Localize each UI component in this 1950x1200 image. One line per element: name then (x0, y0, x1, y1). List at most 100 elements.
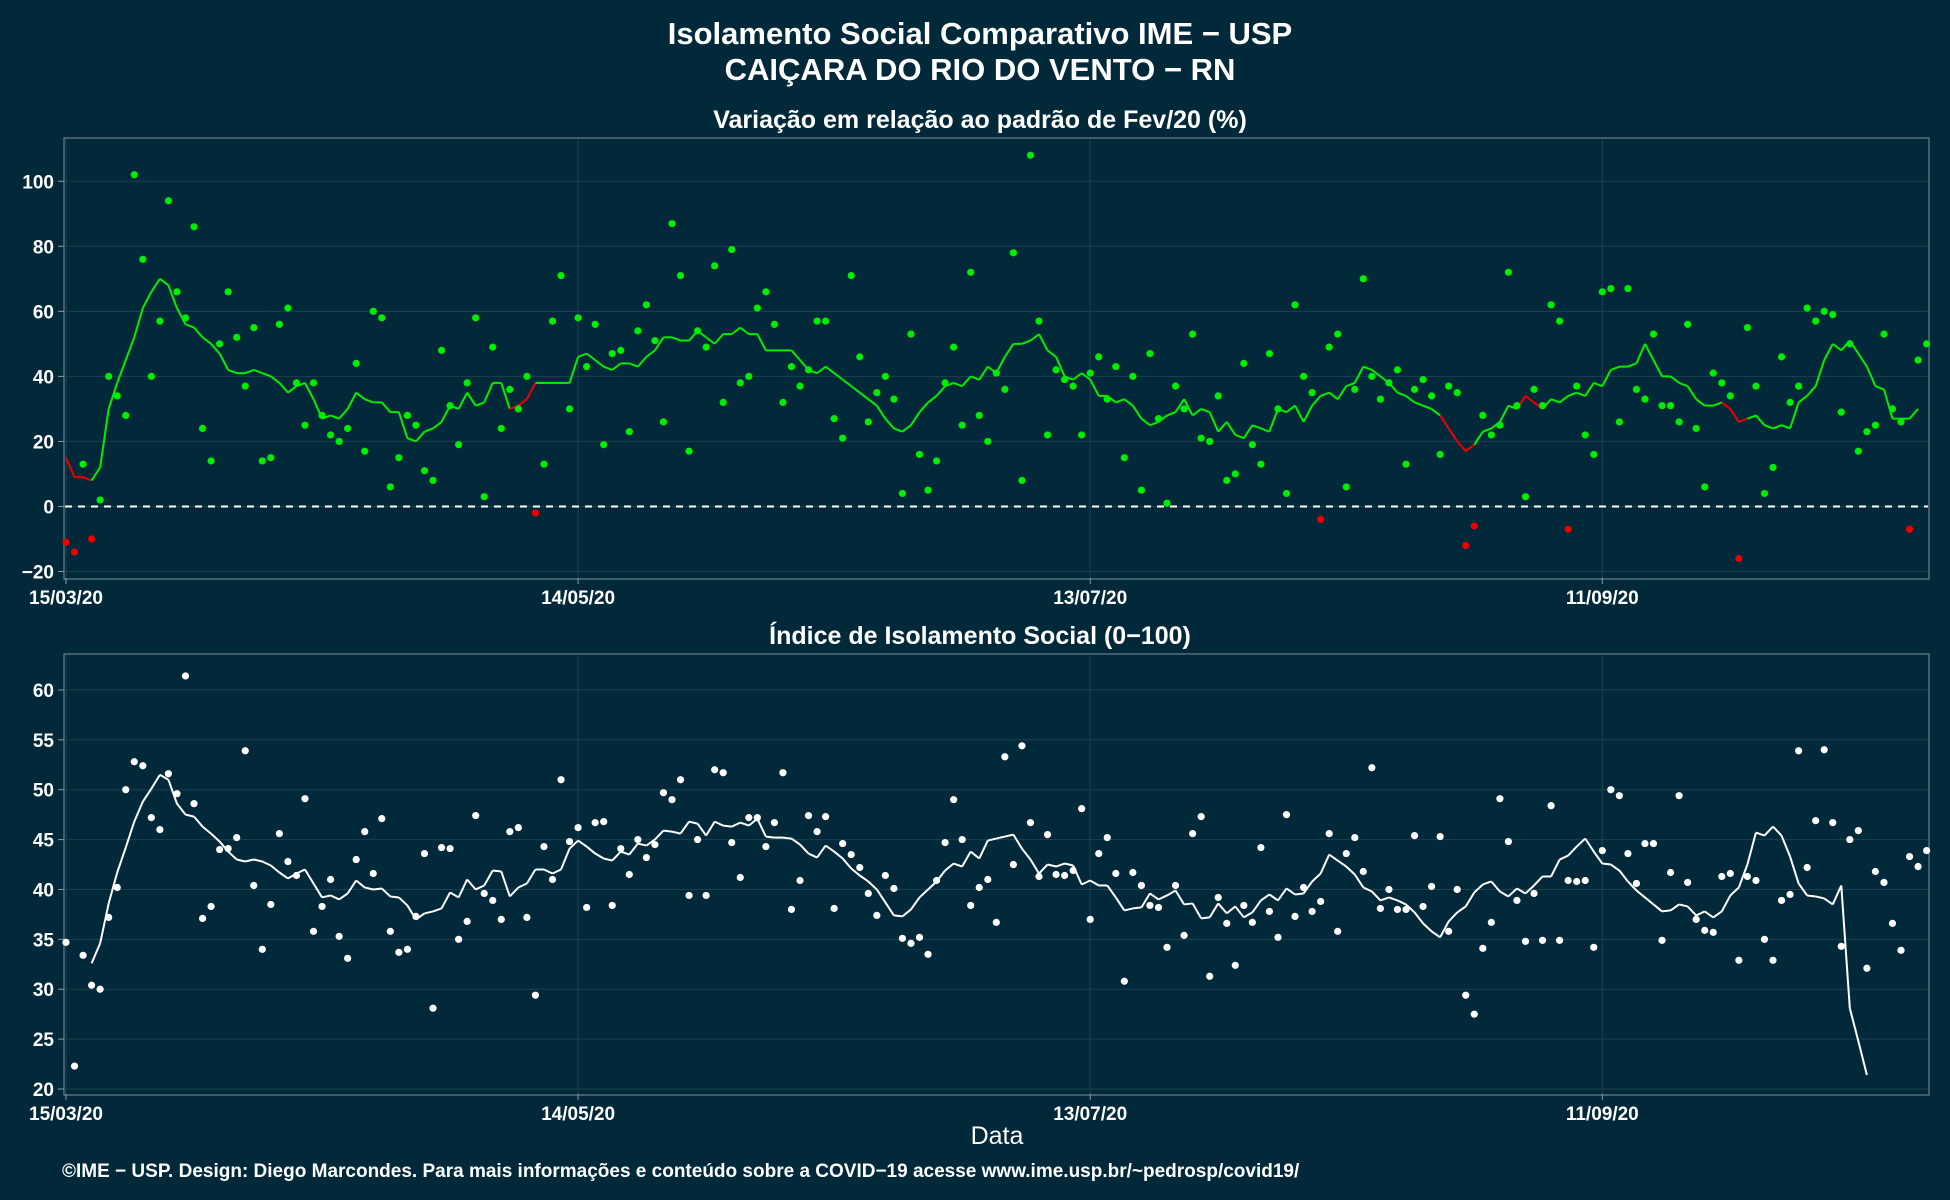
data-point (1786, 890, 1794, 899)
data-point (822, 317, 830, 325)
data-point (284, 857, 292, 866)
data-point (1154, 903, 1163, 912)
moving-average-segment (1670, 903, 1680, 912)
moving-average-segment (1166, 889, 1177, 897)
x-axis-title: Data (971, 1122, 1024, 1150)
moving-average-segment (1302, 405, 1313, 423)
y-tick-label: 60 (33, 302, 54, 323)
moving-average-segment (1831, 885, 1843, 905)
data-point (975, 411, 983, 420)
data-point (1718, 379, 1726, 387)
data-point (1590, 943, 1598, 951)
moving-average-segment (1610, 863, 1620, 872)
moving-average-segment (953, 862, 963, 868)
moving-average-segment (1720, 894, 1732, 912)
moving-average-segment (1490, 880, 1501, 893)
moving-average-segment (1473, 883, 1484, 894)
data-point (745, 814, 753, 822)
moving-average-segment (611, 850, 622, 862)
moving-average-segment (1584, 382, 1595, 397)
data-point (1009, 249, 1017, 257)
moving-average-segment (1064, 862, 1074, 867)
top-points (62, 151, 1931, 563)
data-point (873, 389, 881, 397)
moving-average-segment (1166, 411, 1176, 417)
data-point (1385, 379, 1393, 387)
y-tick-label: 0 (43, 497, 54, 518)
data-point (216, 845, 224, 854)
moving-average-segment (1729, 408, 1740, 423)
data-point (1701, 926, 1709, 934)
data-point (1923, 846, 1931, 855)
bottom-panel: 20 25 30 35 40 45 50 55 60 15/03/20 14/05/20 13/07/… (29, 653, 1931, 1125)
data-point (130, 171, 138, 179)
moving-average-segment (850, 385, 861, 394)
moving-average-segment (1875, 385, 1885, 391)
data-point (668, 219, 676, 228)
moving-average-segment (679, 821, 690, 835)
data-point (1197, 813, 1205, 821)
data-point (950, 343, 958, 351)
data-point (1112, 869, 1120, 878)
data-point (1564, 525, 1572, 533)
moving-average-segment (816, 365, 827, 374)
moving-average-segment (1047, 863, 1057, 868)
data-point (1675, 418, 1683, 426)
data-point (1325, 829, 1333, 838)
moving-average-segment (1865, 366, 1877, 387)
data-point (1487, 918, 1495, 926)
data-point (1163, 943, 1171, 951)
data-point (548, 875, 557, 884)
moving-average-segment (133, 307, 144, 338)
moving-average-segment (483, 382, 494, 403)
moving-average-segment (1311, 872, 1322, 883)
data-point (241, 382, 249, 390)
data-point (881, 871, 889, 880)
data-point (574, 314, 582, 322)
data-point (1556, 936, 1564, 944)
moving-average-segment (1405, 903, 1416, 914)
data-point (1462, 991, 1470, 999)
data-point (1299, 372, 1308, 380)
data-point (1436, 832, 1444, 841)
moving-average-segment (1882, 389, 1894, 419)
data-point (1590, 450, 1598, 459)
data-point (719, 398, 727, 406)
data-point (1419, 902, 1427, 911)
moving-average-segment (1857, 1040, 1868, 1076)
data-point (489, 343, 497, 351)
moving-average-segment (338, 408, 349, 420)
moving-average-segment (944, 862, 955, 872)
x-tick-label: 13/07/20 (1053, 588, 1127, 609)
data-point (1504, 268, 1513, 276)
moving-average-segment (253, 858, 263, 863)
moving-average-segment (107, 382, 119, 410)
moving-average-segment (1567, 391, 1578, 397)
data-point (335, 932, 343, 940)
moving-average-segment (1012, 834, 1023, 850)
data-point (1291, 912, 1299, 921)
moving-average-segment (1217, 421, 1228, 433)
moving-average-segment (424, 427, 434, 433)
data-point (1265, 350, 1274, 358)
moving-average-segment (1362, 365, 1373, 371)
moving-average-segment (918, 888, 929, 899)
moving-average-segment (790, 837, 801, 846)
data-point (1914, 862, 1922, 871)
moving-average-segment (278, 871, 289, 880)
moving-average-segment (1021, 847, 1032, 861)
moving-average-segment (141, 788, 153, 803)
moving-average-segment (1857, 353, 1868, 368)
moving-average-segment (1431, 930, 1441, 939)
moving-average-segment (1114, 896, 1126, 911)
data-point (634, 835, 642, 844)
data-point (1837, 942, 1845, 950)
moving-average-segment (278, 382, 289, 394)
moving-average-segment (1397, 391, 1407, 397)
moving-average-segment (1747, 414, 1757, 420)
moving-average-segment (543, 868, 553, 875)
moving-average-segment (1772, 424, 1782, 430)
data-point (1248, 918, 1256, 926)
data-point (1223, 476, 1231, 485)
data-point (1615, 792, 1623, 800)
